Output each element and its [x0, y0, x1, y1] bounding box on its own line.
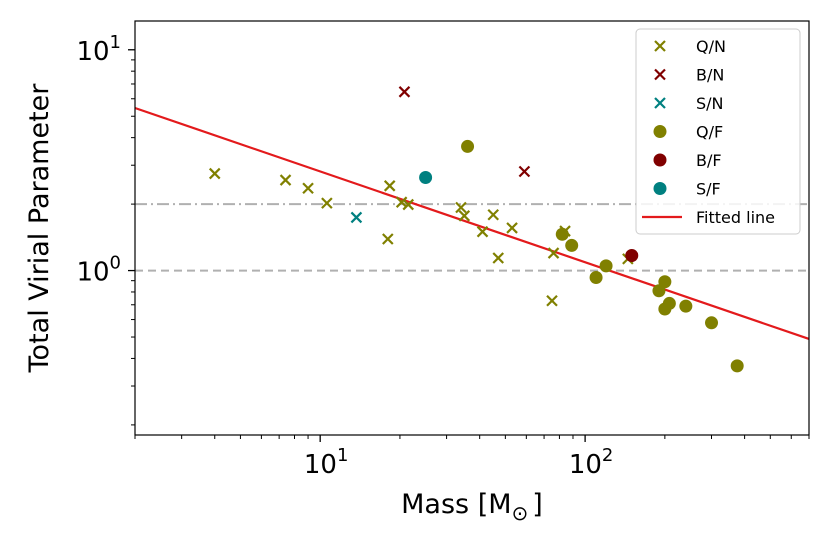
point-q-f-8: [662, 296, 676, 310]
legend-swatch-b-n: [654, 68, 666, 81]
x-axis-title: Mass [M⊙]: [401, 489, 543, 525]
point-q-n-7: [402, 198, 415, 211]
point-q-n-13: [506, 222, 518, 234]
point-q-n-1: [279, 174, 292, 186]
x-tick-label-100: 102: [569, 445, 614, 480]
legend-label-q-n: Q/N: [696, 37, 726, 56]
plot-frame: [134, 20, 810, 436]
point-q-n-15: [547, 247, 560, 259]
point-q-n-12: [492, 252, 505, 264]
legend-swatch-q-f: [653, 125, 667, 138]
point-q-f-10: [705, 316, 719, 330]
point-q-f-11: [730, 359, 744, 373]
legend-swatch-b-f: [653, 153, 667, 167]
point-q-n-0: [208, 167, 221, 180]
point-s-f-0: [419, 170, 433, 184]
legend-swatch-s-n: [654, 97, 666, 109]
point-q-n-14: [546, 294, 558, 307]
point-q-f-9: [679, 299, 693, 313]
y-axis-title: Total Virial Parameter: [24, 83, 55, 374]
point-q-n-2: [302, 182, 314, 195]
point-b-f-0: [625, 249, 639, 263]
point-q-f-0: [461, 139, 475, 153]
legend-label-b-f: B/F: [696, 151, 722, 170]
legend-label-s-n: S/N: [696, 94, 724, 113]
legend: Q/N B/N S/N Q/F B/F S/F Fitted line: [635, 28, 801, 235]
y-tick-label-10: 101: [76, 32, 121, 67]
x-tick-label-10: 101: [304, 445, 349, 480]
point-q-f-3: [589, 271, 603, 285]
y-tick-label-1: 100: [76, 253, 121, 288]
legend-label-b-n: B/N: [696, 66, 724, 85]
point-q-n-4: [382, 233, 394, 245]
point-b-n-0: [398, 86, 411, 98]
point-q-n-6: [395, 196, 408, 208]
point-s-n-0: [350, 211, 363, 224]
point-q-f-6: [658, 275, 672, 289]
legend-label-q-f: Q/F: [696, 123, 723, 142]
point-b-n-1: [518, 165, 531, 178]
point-q-n-10: [476, 225, 489, 238]
legend-swatch-q-n: [654, 40, 666, 52]
point-q-f-2: [565, 238, 579, 252]
legend-label-fitted-line: Fitted line: [696, 208, 775, 227]
legend-swatch-s-f: [653, 182, 667, 195]
point-q-n-5: [383, 180, 396, 192]
legend-label-s-f: S/F: [696, 180, 721, 199]
point-q-n-9: [458, 210, 471, 222]
point-q-n-11: [487, 208, 500, 221]
point-q-n-8: [455, 201, 467, 214]
point-q-f-4: [599, 259, 613, 273]
series-line-fitted-line: [135, 106, 809, 341]
point-q-f-1: [555, 227, 569, 241]
legend-box: [635, 28, 801, 235]
point-q-n-3: [321, 197, 333, 209]
